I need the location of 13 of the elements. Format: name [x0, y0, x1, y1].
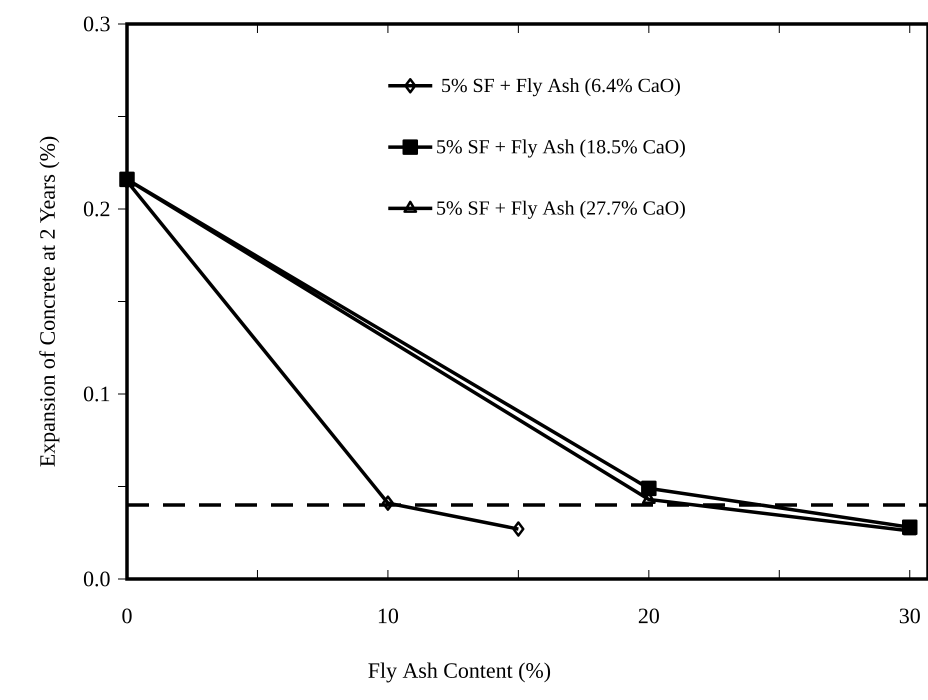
x-axis-title: Fly Ash Content (%) — [368, 662, 550, 682]
legend-label: 5% SF + Fly Ash (27.7% CaO) — [437, 200, 685, 219]
y-tick-label: 0.0 — [84, 572, 110, 586]
x-tick-label: 20 — [638, 608, 659, 624]
legend-label: 5% SF + Fly Ash (6.4% CaO) — [442, 78, 680, 96]
x-tick-label: 0 — [122, 608, 132, 624]
y-tick-label: 0.3 — [84, 16, 110, 32]
x-tick-label: 10 — [378, 608, 398, 624]
legend-label: 5% SF + Fly Ash (18.5% CaO) — [437, 139, 685, 158]
y-tick-label: 0.1 — [84, 386, 110, 402]
y-axis-title: Expansion of Concrete at 2 Years (%) — [39, 136, 60, 467]
x-tick-label: 30 — [900, 608, 920, 624]
y-tick-label: 0.2 — [84, 202, 110, 216]
